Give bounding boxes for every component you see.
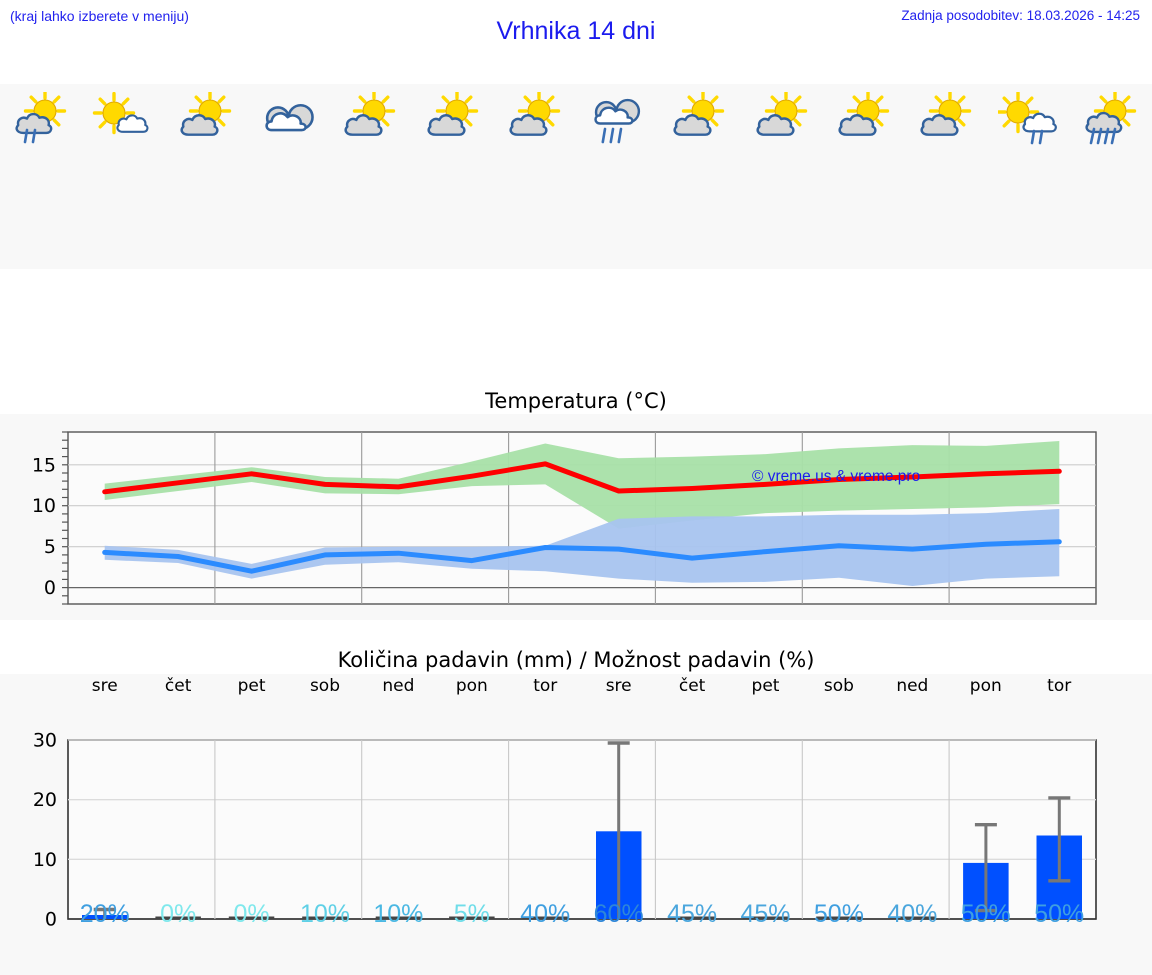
page-header: (kraj lahko izberete v meniju) Vrhnika 1… (0, 0, 1152, 62)
day-column[interactable] (987, 84, 1069, 269)
overcast-rain-icon (586, 92, 648, 148)
svg-text:0: 0 (45, 909, 57, 931)
precipitation-probability-label: 50% (960, 900, 1011, 928)
precipitation-chart-svg: 0 10 20 30 (33, 730, 1097, 931)
precipitation-probability-label: 45% (667, 900, 718, 928)
precipitation-chart-title: Količina padavin (mm) / Možnost padavin … (337, 648, 815, 672)
day-column[interactable] (82, 84, 164, 269)
svg-text:20: 20 (33, 789, 57, 811)
day-column[interactable] (494, 84, 576, 269)
temperature-chart-title: Temperatura (°C) (485, 389, 667, 413)
precipitation-day-label: tor (1047, 676, 1072, 696)
menu-hint-text: (kraj lahko izberete v meniju) (10, 8, 189, 24)
day-column[interactable] (411, 84, 493, 269)
precipitation-probability-label: 60% (593, 900, 644, 928)
sun-cloud-rain-icon (996, 90, 1060, 148)
partly-cloudy-icon (668, 89, 730, 148)
precipitation-probability-label: 50% (1034, 900, 1085, 928)
svg-text:0: 0 (44, 577, 56, 599)
partly-cloudy-icon (833, 89, 895, 148)
svg-text:5: 5 (44, 536, 56, 558)
precipitation-probability-label: 10% (299, 900, 350, 928)
precipitation-day-label: tor (533, 676, 558, 696)
precipitation-probability-label: 40% (520, 900, 571, 928)
copyright-watermark: © vreme.us & vreme.pro (752, 468, 921, 485)
partly-cloudy-icon (175, 89, 237, 148)
precipitation-probability-label: 45% (740, 900, 791, 928)
partly-cloudy-icon (751, 89, 813, 148)
partly-cloudy-icon (339, 89, 401, 148)
precipitation-day-label: ned (382, 676, 415, 696)
precipitation-probability-label: 20% (79, 900, 130, 928)
svg-text:10: 10 (33, 849, 57, 871)
precipitation-probability-row: 20% 0% 0% 10% 10% 5% 40% 60% 45% 45% 50% 40% 50% 50% (68, 900, 1096, 936)
precipitation-day-label: čet (164, 676, 192, 696)
partly-cloudy-icon (915, 89, 977, 148)
precipitation-day-label: sre (91, 676, 118, 696)
precipitation-day-label: pet (751, 676, 780, 696)
day-column[interactable] (823, 84, 905, 269)
precipitation-probability-label: 5% (453, 900, 490, 928)
overcast-icon (257, 92, 319, 148)
precipitation-day-label: sob (823, 676, 854, 696)
svg-text:30: 30 (33, 730, 57, 752)
precipitation-probability-label: 40% (887, 900, 938, 928)
day-column[interactable] (165, 84, 247, 269)
day-column[interactable] (329, 84, 411, 269)
partly-cloudy-icon (504, 89, 566, 148)
precipitation-day-label: ned (896, 676, 929, 696)
precipitation-chart-section: Količina padavin (mm) / Možnost padavin … (0, 640, 1152, 975)
temperature-chart-section: Temperatura (°C) 0 5 10 15 (0, 380, 1152, 620)
day-column[interactable] (247, 84, 329, 269)
day-column[interactable] (0, 84, 82, 269)
partly-cloudy-heavy-rain-icon (1080, 89, 1142, 148)
partly-cloudy-rain-icon (10, 89, 72, 148)
precipitation-day-label: pet (237, 676, 266, 696)
page-title: Vrhnika 14 dni (496, 17, 656, 45)
daily-forecast-strip (0, 84, 1152, 269)
day-column[interactable] (576, 84, 658, 269)
day-column[interactable] (905, 84, 987, 269)
precipitation-day-label: čet (678, 676, 706, 696)
precipitation-probability-label: 50% (813, 900, 864, 928)
partly-cloudy-icon (422, 89, 484, 148)
last-updated-text: Zadnja posodobitev: 18.03.2026 - 14:25 (901, 8, 1140, 23)
svg-text:15: 15 (32, 454, 56, 476)
day-column[interactable] (741, 84, 823, 269)
precipitation-day-label: sre (605, 676, 632, 696)
precipitation-day-labels: sre čet pet sob ned pon tor sre čet pet sob ned pon t… (68, 676, 1096, 698)
svg-text:10: 10 (32, 495, 56, 517)
day-column[interactable] (658, 84, 740, 269)
precipitation-day-label: pon (969, 676, 1002, 696)
precipitation-day-label: pon (455, 676, 488, 696)
precipitation-day-label: sob (309, 676, 340, 696)
precipitation-probability-label: 10% (373, 900, 424, 928)
precipitation-probability-label: 0% (160, 900, 197, 928)
temperature-chart-svg: 0 5 10 15 (32, 431, 1097, 605)
day-column[interactable] (1070, 84, 1152, 269)
sun-small-cloud-icon (92, 91, 154, 148)
precipitation-probability-label: 0% (233, 900, 270, 928)
